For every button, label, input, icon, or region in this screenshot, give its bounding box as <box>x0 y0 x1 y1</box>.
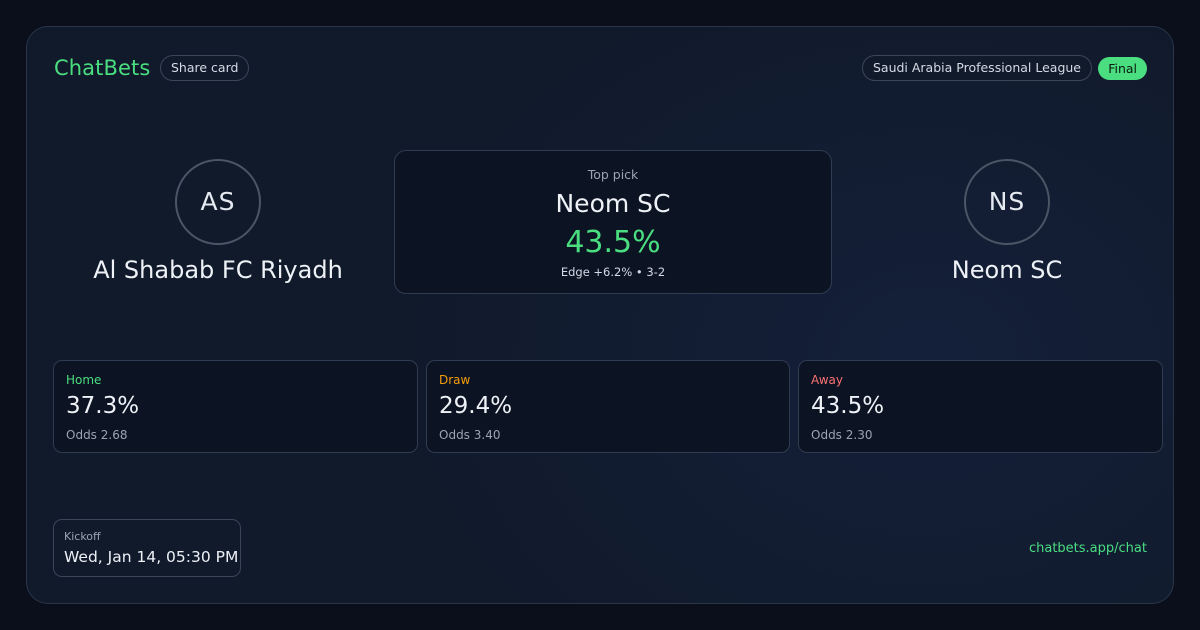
kickoff-box: Kickoff Wed, Jan 14, 05:30 PM <box>53 519 241 577</box>
home-label: Home <box>66 373 102 387</box>
away-team-avatar: NS <box>964 159 1050 245</box>
home-odds: Odds 2.68 <box>66 428 128 442</box>
share-card-button[interactable]: Share card <box>160 55 250 81</box>
kickoff-label: Kickoff <box>64 530 101 543</box>
draw-odds: Odds 3.40 <box>439 428 501 442</box>
top-pick-team: Neom SC <box>555 189 671 218</box>
draw-probability: 29.4% <box>439 393 513 419</box>
draw-probability-card: Draw 29.4% Odds 3.40 <box>426 360 790 453</box>
home-probability: 37.3% <box>66 393 140 419</box>
kickoff-time: Wed, Jan 14, 05:30 PM <box>64 548 239 566</box>
away-team-name: Neom SC <box>951 256 1063 284</box>
home-probability-card: Home 37.3% Odds 2.68 <box>53 360 418 453</box>
top-pick-label: Top pick <box>587 167 639 182</box>
away-odds: Odds 2.30 <box>811 428 873 442</box>
league-badge: Saudi Arabia Professional League <box>861 55 1092 81</box>
home-team-name: Al Shabab FC Riyadh <box>93 256 343 284</box>
share-card: ChatBets Share card Saudi Arabia Profess… <box>26 26 1174 604</box>
top-pick-edge: Edge +6.2% • 3-2 <box>560 265 666 279</box>
away-probability-card: Away 43.5% Odds 2.30 <box>798 360 1163 453</box>
draw-label: Draw <box>439 373 471 387</box>
status-badge: Final <box>1098 57 1147 80</box>
away-probability: 43.5% <box>811 393 885 419</box>
home-team-avatar: AS <box>175 159 261 245</box>
brand-logo: ChatBets <box>54 56 151 80</box>
top-pick-probability: 43.5% <box>565 225 661 260</box>
away-label: Away <box>811 373 843 387</box>
chat-link[interactable]: chatbets.app/chat <box>1028 541 1147 556</box>
top-pick-panel: Top pick Neom SC 43.5% Edge +6.2% • 3-2 <box>394 150 832 294</box>
